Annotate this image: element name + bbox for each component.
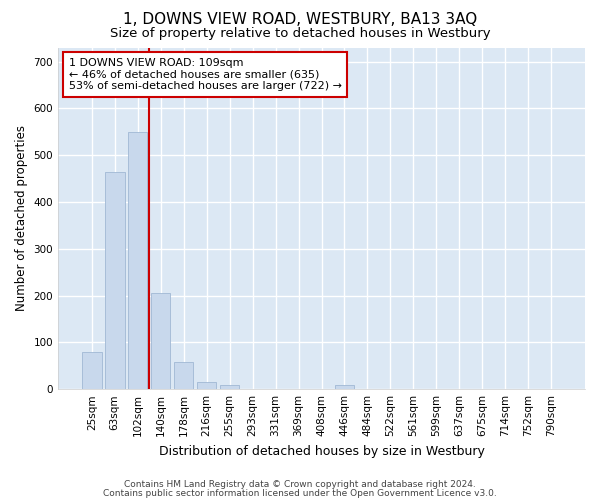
Bar — [335, 386, 354, 389]
Bar — [105, 172, 125, 389]
Bar — [128, 132, 148, 389]
Text: Contains public sector information licensed under the Open Government Licence v3: Contains public sector information licen… — [103, 489, 497, 498]
Text: Contains HM Land Registry data © Crown copyright and database right 2024.: Contains HM Land Registry data © Crown c… — [124, 480, 476, 489]
X-axis label: Distribution of detached houses by size in Westbury: Distribution of detached houses by size … — [158, 444, 484, 458]
Bar — [82, 352, 101, 389]
Bar — [220, 386, 239, 389]
Text: 1, DOWNS VIEW ROAD, WESTBURY, BA13 3AQ: 1, DOWNS VIEW ROAD, WESTBURY, BA13 3AQ — [123, 12, 477, 28]
Y-axis label: Number of detached properties: Number of detached properties — [15, 126, 28, 312]
Text: Size of property relative to detached houses in Westbury: Size of property relative to detached ho… — [110, 28, 490, 40]
Bar — [197, 382, 217, 389]
Bar — [151, 293, 170, 389]
Bar — [174, 362, 193, 389]
Text: 1 DOWNS VIEW ROAD: 109sqm
← 46% of detached houses are smaller (635)
53% of semi: 1 DOWNS VIEW ROAD: 109sqm ← 46% of detac… — [68, 58, 341, 91]
